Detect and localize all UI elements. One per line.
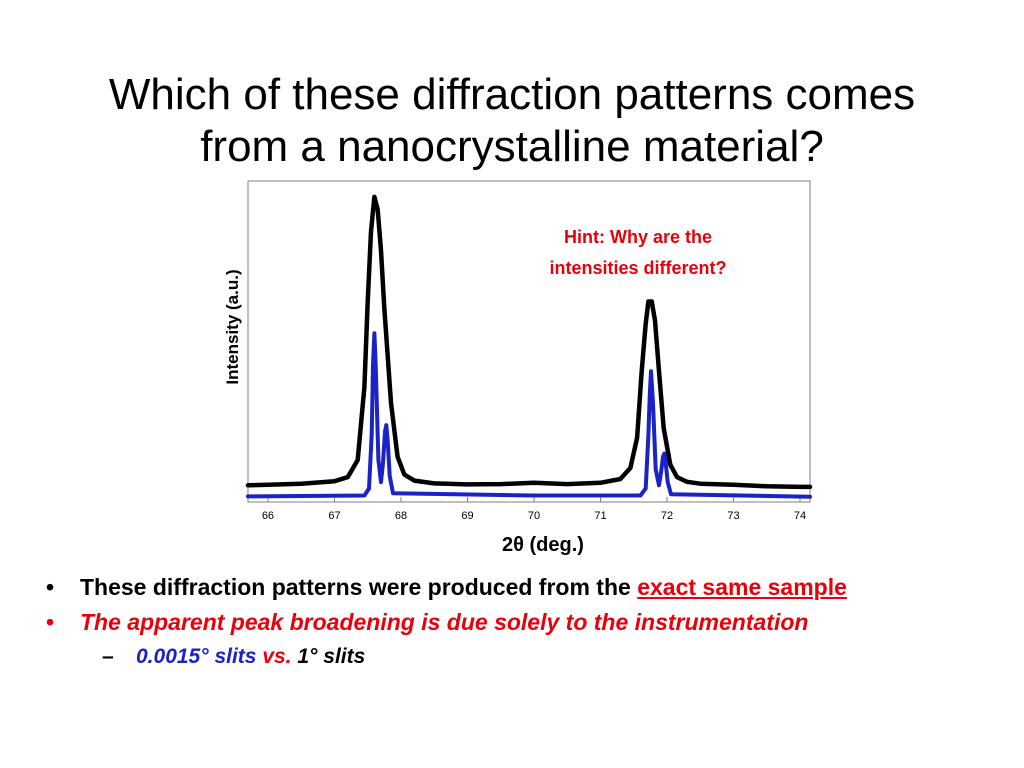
hint-annotation-line-2: intensities different? bbox=[549, 258, 726, 278]
x-tick-label: 73 bbox=[727, 510, 739, 522]
slide-title-line-1: Which of these diffraction patterns come… bbox=[108, 70, 916, 120]
slide-title: Which of these diffraction patterns come… bbox=[40, 69, 984, 173]
x-axis-tick-labels: 66 67 68 69 70 71 72 73 74 bbox=[262, 510, 806, 522]
bullet-highlight: exact same sample bbox=[637, 574, 847, 600]
x-tick-label: 67 bbox=[328, 510, 340, 522]
bullet-marker: • bbox=[46, 609, 55, 635]
x-tick-label: 71 bbox=[594, 510, 606, 522]
series-line-narrow bbox=[246, 331, 812, 499]
y-axis-label: Intensity (a.u.) bbox=[223, 269, 242, 384]
x-tick-label: 68 bbox=[395, 510, 407, 522]
plot-frame bbox=[247, 180, 811, 503]
bullet-marker: • bbox=[46, 574, 55, 600]
bullet-text: The apparent peak broadening is due sole… bbox=[80, 609, 809, 635]
bullet-text: These diffraction patterns were produced… bbox=[80, 574, 638, 600]
versus-text: vs. bbox=[256, 645, 298, 668]
x-axis-ticks bbox=[267, 497, 801, 502]
x-tick-label: 66 bbox=[262, 510, 274, 522]
series-group bbox=[245, 194, 813, 499]
hint-annotation-line-1: Hint: Why are the bbox=[564, 227, 712, 247]
x-tick-label: 69 bbox=[461, 510, 473, 522]
x-tick-label: 74 bbox=[794, 510, 806, 522]
slits-narrow: 0.0015° slits bbox=[136, 645, 257, 668]
slide-title-line-2: from a nanocrystalline material? bbox=[200, 122, 824, 172]
x-tick-label: 72 bbox=[661, 510, 673, 522]
sub-bullet-slits: – 0.0015° slits vs. 1° slits bbox=[40, 644, 990, 670]
bullet-item-instrumentation: • The apparent peak broadening is due so… bbox=[40, 609, 990, 636]
x-tick-label: 70 bbox=[528, 510, 540, 522]
sub-bullet-marker: – bbox=[102, 645, 114, 668]
x-axis-label: 2θ (deg.) bbox=[502, 534, 584, 556]
series-line-broad bbox=[245, 194, 813, 490]
slits-wide: 1° slits bbox=[297, 645, 366, 668]
bullet-item-exact-same-sample: • These diffraction patterns were produc… bbox=[40, 574, 990, 601]
bullet-list: • These diffraction patterns were produc… bbox=[40, 574, 990, 670]
diffraction-chart: 66 67 68 69 70 71 72 73 74 Intensity (a.u.) 2θ (… bbox=[223, 180, 813, 556]
